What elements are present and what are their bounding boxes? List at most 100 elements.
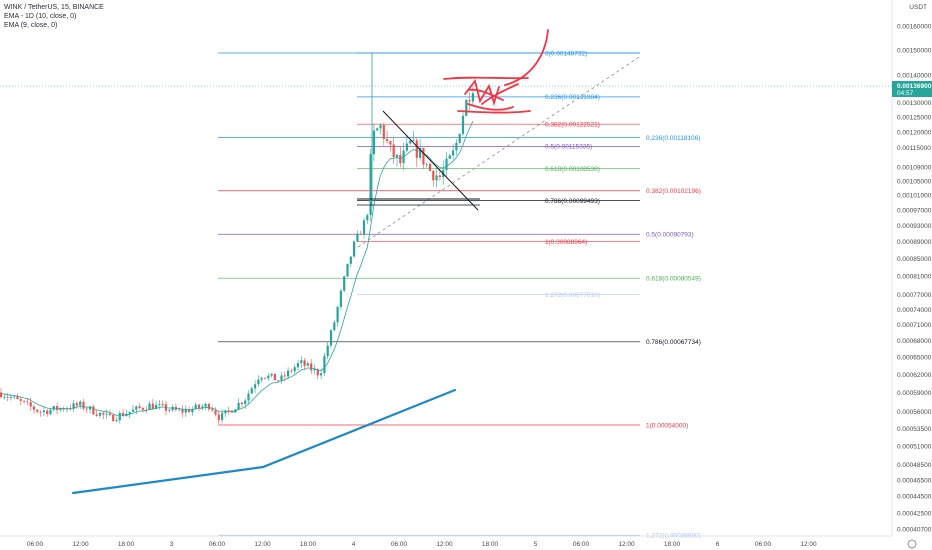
candle-body <box>9 397 12 399</box>
time-tick-label: 6 <box>716 541 720 548</box>
candle-body <box>168 410 171 411</box>
time-tick-label: 12:00 <box>436 541 453 548</box>
candle-body <box>102 412 105 415</box>
price-tick-label: 0.00065000 <box>897 354 932 361</box>
candle-body <box>445 158 448 170</box>
ema-fast-line <box>0 120 474 416</box>
candle-body <box>16 396 19 400</box>
candle-body <box>79 401 82 406</box>
time-tick-label: 06:00 <box>209 541 226 548</box>
symbol-title[interactable]: WINK / TetherUS, 15, BINANCE <box>4 4 104 11</box>
candle-body <box>65 408 69 410</box>
time-tick-label: 18:00 <box>118 541 135 548</box>
candle-body <box>135 406 138 410</box>
candle-body <box>161 404 164 405</box>
candle-body <box>468 100 471 102</box>
candle-body <box>49 409 52 415</box>
price-tick-label: 0.00105000 <box>897 178 932 185</box>
candle-body <box>412 140 415 142</box>
price-tick-label: 0.00120000 <box>897 129 932 136</box>
price-tick-label: 0.00130000 <box>897 100 932 107</box>
dotted-trend-line[interactable] <box>357 56 640 248</box>
fib-level-label: 0.786(0.00067734) <box>646 339 701 346</box>
candle-body <box>118 413 121 421</box>
settings-icon[interactable] <box>907 539 917 549</box>
candle-body <box>250 388 253 394</box>
time-tick-label: 06:00 <box>27 541 44 548</box>
candle-body <box>108 413 111 415</box>
candle-body <box>181 409 184 413</box>
candle-body <box>306 363 309 366</box>
price-tick-label: 0.00042500 <box>897 510 932 517</box>
time-tick-label: 12:00 <box>254 541 271 548</box>
candle-body <box>323 356 326 374</box>
fib-level-label: 0.5(0.00115335) <box>545 144 592 151</box>
triangle-drawing[interactable] <box>357 110 480 211</box>
fib-level-label: 0.618(0.00108538) <box>545 166 600 173</box>
candle-body <box>184 409 187 413</box>
candle-body <box>415 140 418 158</box>
candle-body <box>158 404 161 405</box>
candle-body <box>122 413 125 417</box>
candle-body <box>214 410 217 415</box>
candle-body <box>296 363 300 368</box>
red-marker-drawing[interactable] <box>443 29 549 114</box>
candle-body <box>405 143 408 151</box>
fib-level-label: 0.5(0.00090793) <box>646 232 694 239</box>
price-tick-label: 0.00089000 <box>897 239 932 246</box>
candle-body <box>98 412 102 416</box>
candle-body <box>379 125 382 129</box>
candle-body <box>419 147 422 158</box>
countdown: 04:57 <box>897 90 914 97</box>
candle-body <box>36 409 39 412</box>
ema-fast-legend[interactable]: EMA (9, close, 0) <box>4 22 58 29</box>
candle-body <box>458 133 461 143</box>
candle-body <box>191 408 194 413</box>
price-tick-label: 0.00125000 <box>897 114 932 121</box>
price-tick-label: 0.00097000 <box>897 207 932 214</box>
price-tick-label: 0.00048500 <box>897 462 932 469</box>
candle-body <box>369 154 372 216</box>
candle-body <box>260 377 263 380</box>
fib-level-label: 0(0.00148732) <box>545 50 587 57</box>
candle-body <box>452 150 455 156</box>
fib-level-label: 0.382(0.00122521) <box>545 121 600 128</box>
blue-trend-drawing[interactable] <box>71 388 457 495</box>
price-tick-label: 0.00077000 <box>897 292 932 299</box>
candle-body <box>155 404 158 409</box>
price-tick-label: 0.00101000 <box>897 193 932 200</box>
time-tick-label: 12:00 <box>618 541 635 548</box>
fib-retracement-2[interactable]: 0.236(0.00118106) 0.382(0.00102196) 0.5(0.… <box>218 52 701 540</box>
price-tick-label: 0.00115000 <box>897 145 931 152</box>
time-tick-label: 12:00 <box>72 541 89 548</box>
candle-body <box>59 408 62 411</box>
candle-body <box>148 403 151 411</box>
candle-body <box>329 330 333 346</box>
fib-level-label: 1.272(0.00077010) <box>545 292 600 299</box>
price-tick-label: 0.00109000 <box>897 165 932 172</box>
candle-body <box>221 413 224 421</box>
candle-body <box>349 256 352 264</box>
candle-body <box>287 370 290 377</box>
candle-body <box>362 220 366 235</box>
candle-body <box>333 322 336 331</box>
time-tick-label: 06:00 <box>573 541 590 548</box>
fib-retracement-1[interactable]: 0(0.00148732) 0.236(0.00131984) 0.382(0.00… <box>357 50 640 299</box>
time-tick-label: 18:00 <box>482 541 499 548</box>
fib-level-label: 0.236(0.00131984) <box>545 94 600 101</box>
candle-body <box>270 373 273 376</box>
candle-body <box>353 241 356 257</box>
candle-body <box>310 363 313 371</box>
candle-body <box>204 404 207 407</box>
candle-body <box>23 400 26 402</box>
candle-body <box>339 290 342 307</box>
candle-body <box>131 409 135 412</box>
candle-body <box>267 375 270 379</box>
price-axis-background[interactable] <box>892 0 932 536</box>
candle-body <box>244 400 247 405</box>
price-tick-label: 0.00040700 <box>897 526 932 533</box>
ema-daily-legend[interactable]: EMA - 1D (10, close, 0) <box>4 13 77 20</box>
price-axis-ticks: 0.00160000 0.00150000 0.00140000 0.00130000… <box>897 24 932 534</box>
price-tick-label: 0.00056000 <box>897 409 932 416</box>
